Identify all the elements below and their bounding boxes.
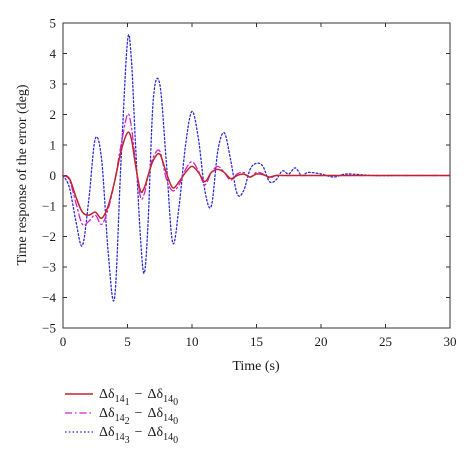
legend-text-part: − xyxy=(135,425,143,440)
y-tick-label: 2 xyxy=(50,107,57,122)
x-tick-label: 25 xyxy=(379,334,392,349)
legend-label-1: Δδ141− Δδ140 xyxy=(99,387,178,408)
x-tick-label: 0 xyxy=(60,334,67,349)
legend-text-part: 14 xyxy=(115,394,125,405)
legend-text-part: 14 xyxy=(115,413,125,424)
legend-text-part: 2 xyxy=(125,416,130,427)
y-tick-label: 4 xyxy=(50,46,57,61)
x-axis-ticks: 0 5 10 15 20 25 30 xyxy=(60,23,457,349)
y-tick-label: −1 xyxy=(42,199,56,214)
legend-text-part: 0 xyxy=(173,435,178,446)
x-axis-label: Time (s) xyxy=(232,359,280,374)
legend-text-part: 3 xyxy=(125,435,130,446)
legend-text-part: 14 xyxy=(163,432,173,443)
y-tick-label: −3 xyxy=(42,260,56,275)
legend-label-2: Δδ142− Δδ140 xyxy=(99,406,178,427)
legend-text-part: Δδ xyxy=(148,387,164,402)
y-tick-label: −2 xyxy=(42,229,56,244)
y-tick-label: −5 xyxy=(42,321,56,336)
y-tick-label: 0 xyxy=(50,168,57,183)
legend-text-part: Δδ xyxy=(99,425,115,440)
legend-text-part: 14 xyxy=(115,432,125,443)
y-tick-label: 1 xyxy=(50,138,57,153)
y-tick-label: −4 xyxy=(42,290,56,305)
series-line-1 xyxy=(62,131,451,220)
y-axis-label: Time response of the error (deg) xyxy=(15,84,30,265)
x-tick-label: 20 xyxy=(315,334,328,349)
legend-text-part: 14 xyxy=(163,394,173,405)
legend-text-part: 0 xyxy=(173,416,178,427)
y-tick-label: 5 xyxy=(50,16,57,31)
y-tick-label: 3 xyxy=(50,77,57,92)
legend-text-part: − xyxy=(135,387,143,402)
x-tick-label: 5 xyxy=(124,334,131,349)
x-tick-label: 10 xyxy=(186,334,199,349)
legend-text-part: Δδ xyxy=(148,406,164,421)
legend-text-part: Δδ xyxy=(99,406,115,421)
legend-text-part: 1 xyxy=(125,397,130,408)
series-layer xyxy=(62,34,451,302)
x-tick-label: 15 xyxy=(250,334,263,349)
legend-text-part: 14 xyxy=(163,413,173,424)
x-tick-label: 30 xyxy=(444,334,457,349)
legend-label-3: Δδ143− Δδ140 xyxy=(99,425,178,446)
legend-text-part: Δδ xyxy=(148,425,164,440)
legend-text-part: 0 xyxy=(173,397,178,408)
legend-text-part: Δδ xyxy=(99,387,115,402)
legend-text-part: − xyxy=(135,406,143,421)
